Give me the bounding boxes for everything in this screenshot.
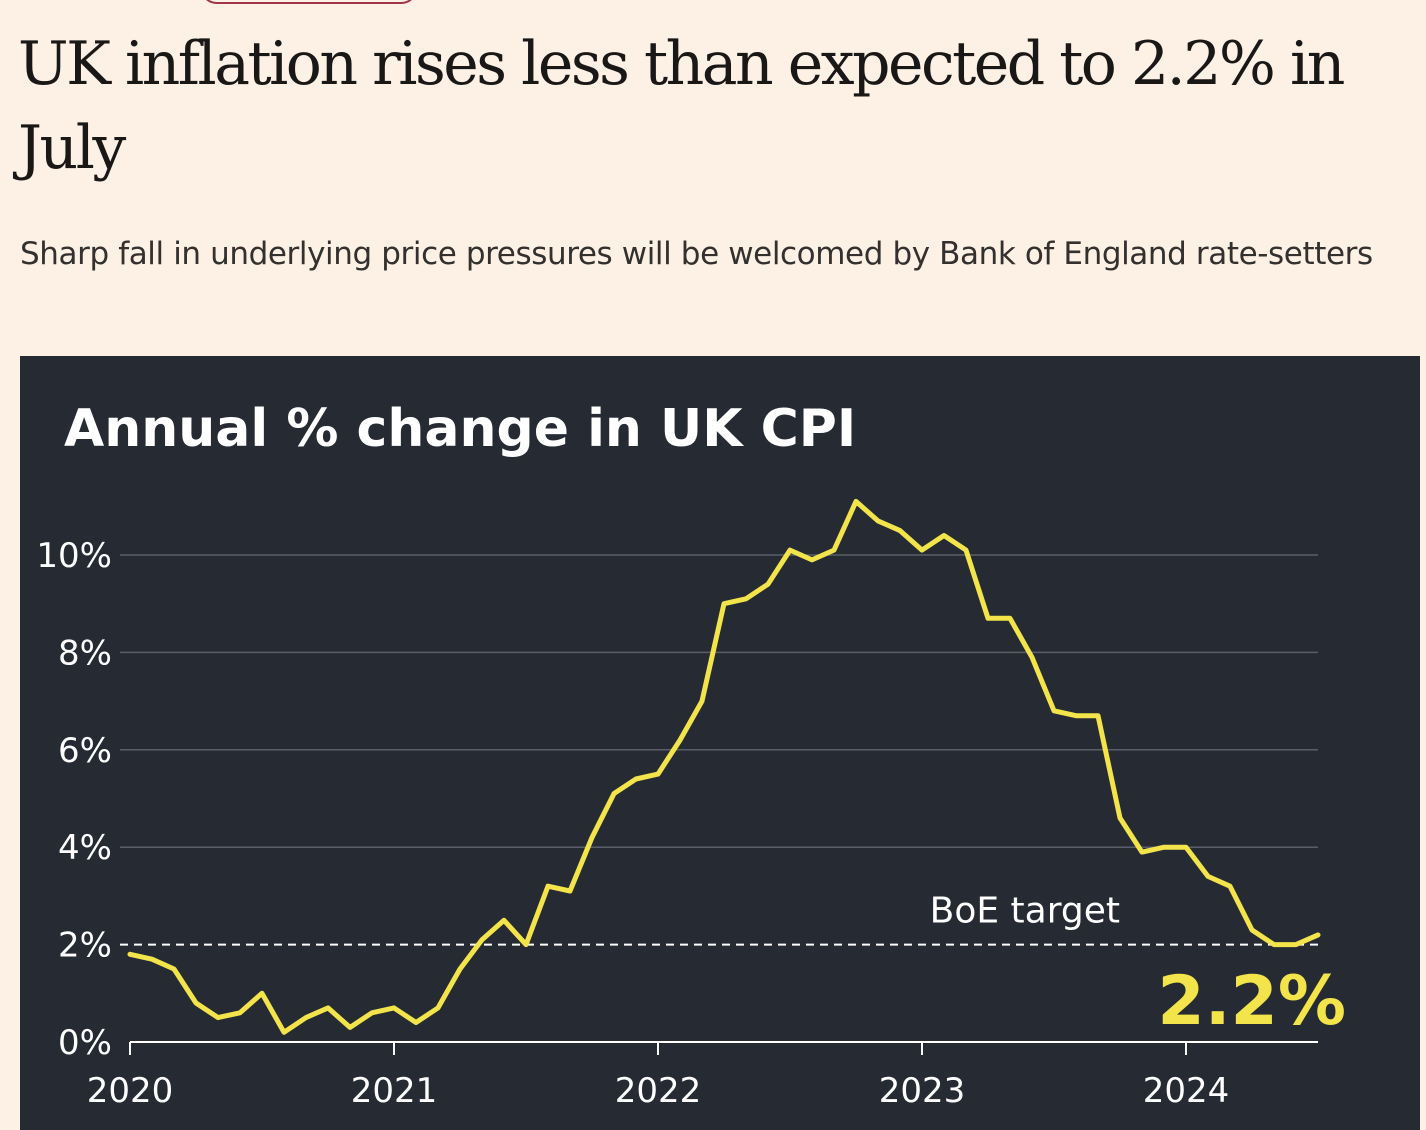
x-tick-label-2022: 2022 [615, 1071, 702, 1111]
article-headline: UK inflation rises less than expected to… [18, 29, 1345, 183]
x-tick-label-2023: 2023 [879, 1071, 966, 1111]
section-tag-pill[interactable] [200, 0, 418, 4]
x-tick-label-2020: 2020 [87, 1071, 174, 1111]
last-value-label: 2.2% [1157, 962, 1346, 1041]
gridlines [120, 554, 1318, 848]
chart-panel: Annual % change in UK CPI 0% 2% 4% 6% 8% 10% … [20, 356, 1420, 1130]
article-standfirst: Sharp fall in underlying price pressures… [20, 236, 1373, 272]
y-tick-label-2: 2% [58, 926, 112, 966]
x-axis-labels: 2020 2021 2022 2023 2024 [87, 1071, 1230, 1111]
chart-title: Annual % change in UK CPI [64, 399, 856, 459]
cpi-line-chart: Annual % change in UK CPI 0%2%4%6%8%10% … [36, 399, 1346, 1111]
x-tick-label-2024: 2024 [1143, 1071, 1230, 1111]
y-tick-label-4: 4% [58, 828, 112, 868]
x-axis [129, 1041, 1318, 1055]
x-tick-label-2021: 2021 [351, 1071, 438, 1111]
series-line-cpi [127, 498, 1321, 1035]
boe-target-label: BoE target [930, 891, 1120, 932]
y-axis-labels: 0% 2% 4% 6% 8% 10% [36, 536, 112, 1063]
y-tick-label-0: 0% [58, 1023, 112, 1063]
y-tick-label-8: 8% [58, 633, 112, 673]
reference-line-group: BoE target [120, 891, 1318, 946]
y-tick-label-6: 6% [58, 731, 112, 771]
series-group [127, 498, 1321, 1035]
y-tick-label-10: 10% [36, 536, 112, 576]
